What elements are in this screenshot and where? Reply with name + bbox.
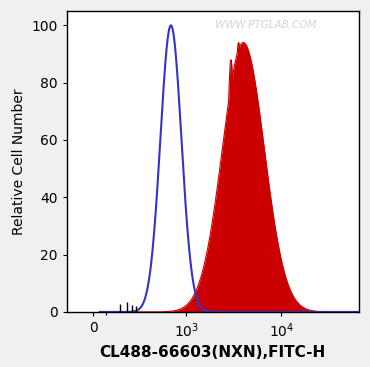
Y-axis label: Relative Cell Number: Relative Cell Number <box>11 88 26 235</box>
Text: WWW.PTGLAB.COM: WWW.PTGLAB.COM <box>215 20 316 30</box>
X-axis label: CL488-66603(NXN),FITC-H: CL488-66603(NXN),FITC-H <box>100 345 326 360</box>
